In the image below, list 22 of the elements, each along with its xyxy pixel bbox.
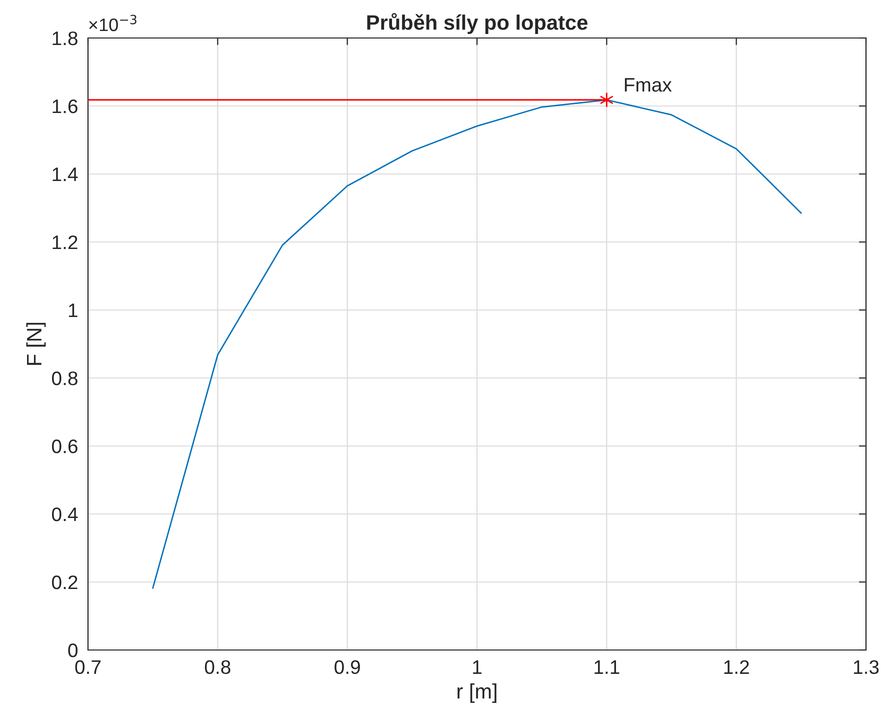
x-tick-label: 1 xyxy=(473,660,482,674)
y-tick-label: 1.4 xyxy=(52,168,78,182)
y-axis-title: F [N] xyxy=(26,322,46,365)
x-tick-label: 0.7 xyxy=(75,660,101,674)
y-tick-label: 0.4 xyxy=(52,507,78,522)
y-tick-label: 1.6 xyxy=(52,99,78,114)
x-tick-label: 1.2 xyxy=(724,660,749,674)
annotation: Fmax xyxy=(624,78,672,92)
y-tick-label: 0.6 xyxy=(52,439,78,454)
chart-title: Průběh síly po lopatce xyxy=(367,12,588,34)
x-tick-label: 1.1 xyxy=(594,660,620,674)
y-tick-label: 0.2 xyxy=(52,575,78,590)
x-tick-label: 0.8 xyxy=(204,660,230,674)
y-tick-label: 0 xyxy=(68,643,78,658)
y-tick-label: 1.8 xyxy=(52,31,78,46)
y-tick-label: 1.2 xyxy=(52,235,78,250)
text: ×10$^{−3}$ xyxy=(89,14,136,32)
x-tick-label: 0.9 xyxy=(334,660,360,674)
y-tick-label: 1 xyxy=(68,304,78,318)
y-tick-label: 0.8 xyxy=(52,371,78,386)
x-tick-label: 1.3 xyxy=(854,660,879,674)
x-axis-title: r [m] xyxy=(458,683,496,703)
